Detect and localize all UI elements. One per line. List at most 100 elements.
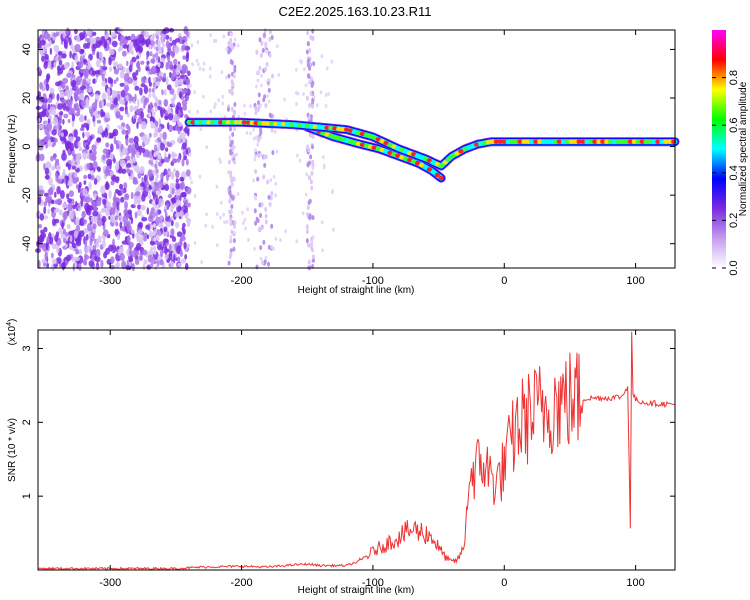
noise-point: [92, 43, 98, 49]
noise-point: [197, 62, 200, 67]
noise-point: [143, 31, 149, 38]
noise-point: [326, 66, 329, 71]
signal-track-point: [324, 125, 330, 130]
noise-point: [101, 99, 104, 108]
noise-point: [310, 170, 314, 176]
signal-track-point: [269, 121, 275, 126]
noise-point: [37, 185, 44, 191]
colorbar-tick-label: 0.6: [728, 118, 740, 133]
noise-point: [274, 193, 277, 198]
noise-point: [179, 91, 183, 99]
noise-point: [37, 42, 42, 49]
noise-point: [308, 160, 311, 166]
noise-point: [267, 99, 271, 104]
noise-point: [182, 142, 187, 150]
noise-point: [143, 174, 147, 183]
noise-point: [160, 107, 163, 116]
noise-point: [121, 129, 127, 135]
signal-track-point: [288, 122, 295, 127]
noise-point: [63, 62, 69, 70]
noise-point: [146, 60, 150, 65]
signal-track-point: [426, 158, 432, 163]
noise-point: [126, 60, 129, 66]
noise-point: [44, 53, 49, 60]
noise-point: [54, 191, 57, 198]
noise-point: [39, 153, 45, 162]
noise-point: [108, 189, 112, 199]
noise-point: [161, 89, 164, 96]
noise-point: [108, 215, 111, 220]
noise-point: [57, 51, 62, 56]
lower-branch-point: [367, 144, 373, 149]
noise-point: [76, 34, 81, 43]
noise-point: [268, 52, 272, 58]
noise-point: [305, 49, 309, 55]
y-tick-label: 20: [21, 92, 33, 104]
noise-point: [86, 78, 92, 84]
noise-point: [202, 94, 205, 99]
noise-point: [128, 64, 133, 73]
noise-point: [121, 89, 126, 98]
signal-track-point: [584, 139, 590, 144]
snr-x-label: Height of straight line (km): [298, 585, 415, 596]
noise-point: [132, 143, 136, 151]
noise-point: [113, 157, 116, 164]
noise-point: [233, 37, 237, 42]
noise-point: [123, 182, 128, 190]
lower-branch-point: [383, 149, 389, 154]
noise-point: [302, 92, 305, 97]
noise-point: [62, 102, 67, 111]
colorbar-tick-label: 0.4: [728, 165, 740, 180]
noise-point: [243, 217, 247, 222]
signal-track-point: [210, 120, 216, 125]
noise-point: [254, 106, 258, 111]
noise-point: [270, 223, 274, 229]
noise-point: [52, 116, 59, 126]
noise-point: [242, 221, 245, 225]
noise-point: [178, 78, 184, 87]
signal-track-point: [517, 139, 523, 144]
noise-point: [228, 135, 232, 140]
spectrogram-y-axis: -40 -20 0 20 40: [21, 43, 675, 252]
noise-point: [114, 164, 120, 171]
noise-point: [241, 210, 244, 215]
noise-points: [35, 25, 335, 272]
noise-point: [62, 211, 68, 220]
signal-track-point: [418, 155, 425, 160]
noise-point: [307, 175, 311, 181]
signal-track-point: [198, 120, 204, 125]
noise-point: [117, 233, 121, 241]
noise-point: [320, 220, 324, 225]
noise-point: [156, 106, 162, 111]
noise-point: [305, 95, 309, 101]
signal-track-point: [541, 139, 547, 144]
noise-point: [165, 147, 169, 152]
noise-point: [45, 241, 49, 251]
noise-point: [66, 254, 72, 262]
noise-point: [231, 82, 235, 88]
noise-point: [150, 246, 154, 252]
noise-point: [56, 245, 60, 254]
signal-track-point: [351, 129, 358, 134]
noise-point: [91, 51, 96, 55]
noise-point: [77, 140, 81, 148]
snr-panel: -300 -200 -100 0 100 1 2 3 Height of straight …: [6, 319, 676, 596]
noise-point: [307, 259, 311, 265]
noise-point: [227, 170, 230, 175]
noise-point: [169, 253, 173, 261]
noise-point: [259, 256, 263, 261]
noise-point: [92, 121, 96, 127]
noise-point: [233, 159, 236, 165]
noise-point: [182, 150, 187, 156]
noise-point: [299, 59, 302, 63]
signal-track-point: [643, 139, 649, 144]
noise-point: [320, 54, 324, 59]
noise-point: [55, 81, 61, 87]
colorbar-ticks: 0.0 0.2 0.4 0.6 0.8: [712, 70, 740, 276]
noise-point: [74, 171, 78, 179]
noise-point: [149, 153, 153, 159]
signal-track-point: [576, 139, 582, 144]
noise-point: [324, 93, 328, 97]
noise-point: [198, 174, 202, 179]
lower-branch-point: [387, 150, 393, 156]
